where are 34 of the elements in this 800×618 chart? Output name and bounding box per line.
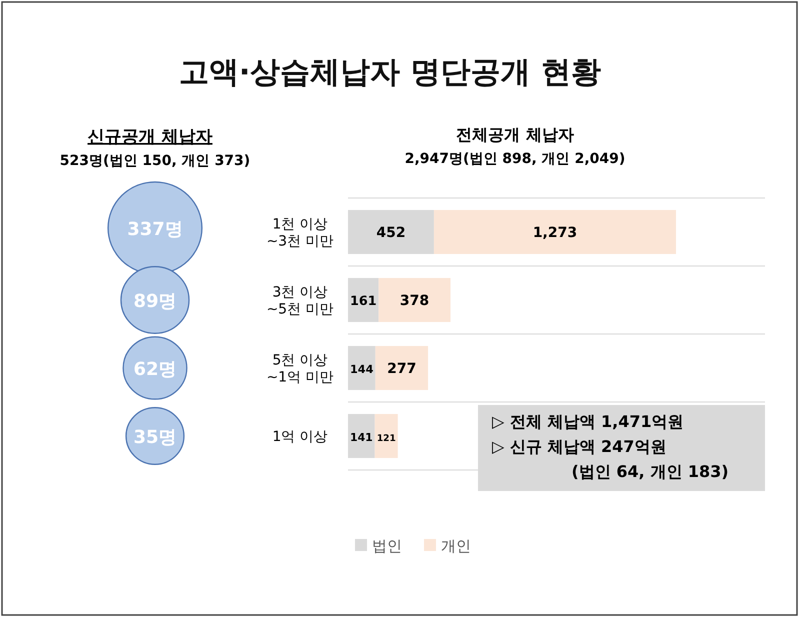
y-tick-label: 1억 이상 — [272, 429, 328, 445]
data-label: 378 — [400, 293, 430, 309]
data-label: 277 — [387, 361, 416, 377]
data-label: 452 — [376, 225, 406, 241]
bar — [348, 210, 434, 254]
legend-label: 개인 — [441, 537, 471, 555]
y-tick-label: 1천 이상 ~3천 미만 — [266, 216, 334, 250]
data-label: 141 — [350, 431, 373, 444]
chart-title: 전체공개 체납자 — [456, 125, 574, 144]
legend-label: 법인 — [372, 537, 402, 555]
y-tick-label: 5천 이상 ~1억 미만 — [266, 352, 334, 386]
annotation: (법인 64, 개인 183) — [571, 462, 729, 481]
annotation: ▷ 신규 체납액 247억원 — [492, 437, 666, 456]
bar — [378, 278, 450, 322]
data-label: 144 — [350, 363, 374, 376]
chart-subtitle: 2,947명(법인 898, 개인 2,049) — [404, 151, 626, 167]
data-label: 337명 — [127, 219, 183, 240]
bar — [348, 346, 376, 390]
bar — [374, 414, 398, 458]
text: 고액·상습체납자 명단공개 현황 — [178, 55, 602, 90]
annotation: ▷ 전체 체납액 1,471억원 — [492, 412, 684, 431]
bar — [434, 210, 676, 254]
text: 523명(법인 150, 개인 373) — [60, 153, 250, 169]
bar — [348, 414, 375, 458]
data-label: 89명 — [133, 291, 177, 312]
data-label: 121 — [376, 434, 396, 444]
bar — [375, 346, 428, 390]
text: 신규공개 체납자 — [88, 127, 212, 147]
y-tick-label: 3천 이상 ~5천 미만 — [266, 284, 334, 318]
data-label: 35명 — [133, 427, 177, 448]
data-label: 1,273 — [532, 225, 578, 241]
data-label: 62명 — [133, 359, 177, 380]
data-label: 161 — [350, 294, 377, 309]
bar — [348, 278, 379, 322]
